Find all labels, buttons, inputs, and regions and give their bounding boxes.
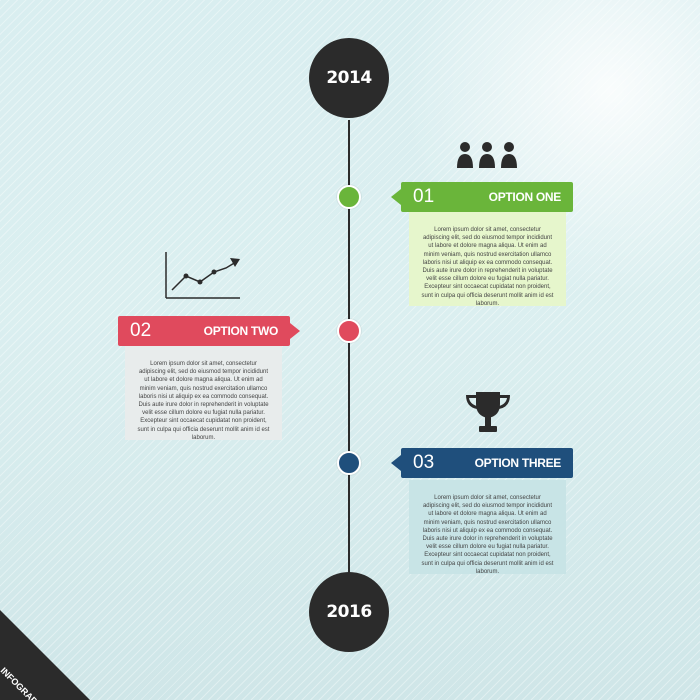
option-one-title: OPTION ONE bbox=[488, 190, 562, 204]
timeline-marker-three bbox=[337, 451, 361, 475]
option-three-number: 03 bbox=[413, 452, 435, 473]
option-two-header: 02 OPTION TWO bbox=[118, 316, 300, 346]
option-two-text-box: Lorem ipsum dolor sit amet, consectetur … bbox=[125, 346, 282, 441]
option-three-header: 03 OPTION THREE bbox=[391, 448, 573, 478]
option-two-text: Lorem ipsum dolor sit amet, consectetur … bbox=[137, 361, 270, 441]
year-end-label: 2016 bbox=[326, 602, 372, 622]
option-one-header: 01 OPTION ONE bbox=[391, 182, 573, 212]
people-icon bbox=[456, 140, 518, 177]
option-one-text-box: Lorem ipsum dolor sit amet, consectetur … bbox=[409, 212, 566, 307]
line-chart-icon bbox=[162, 250, 242, 307]
corner-badge: INFOGRAPHIC VECTOR bbox=[0, 570, 130, 700]
option-three-text-box: Lorem ipsum dolor sit amet, consectetur … bbox=[409, 480, 566, 575]
option-one-text: Lorem ipsum dolor sit amet, consectetur … bbox=[421, 227, 554, 307]
option-three-text: Lorem ipsum dolor sit amet, consectetur … bbox=[421, 495, 554, 575]
year-start-circle: 2014 bbox=[309, 38, 389, 118]
option-three-pointer bbox=[391, 455, 401, 471]
corner-triangle bbox=[0, 610, 90, 700]
option-one-pointer bbox=[391, 189, 401, 205]
option-two-number: 02 bbox=[130, 320, 152, 341]
option-three-title: OPTION THREE bbox=[474, 456, 562, 470]
timeline-axis bbox=[348, 120, 350, 590]
option-two-title: OPTION TWO bbox=[203, 324, 279, 338]
trophy-icon bbox=[462, 390, 514, 441]
timeline-marker-two bbox=[337, 319, 361, 343]
option-one-number: 01 bbox=[413, 186, 435, 207]
option-two-pointer bbox=[290, 323, 300, 339]
year-end-circle: 2016 bbox=[309, 572, 389, 652]
year-start-label: 2014 bbox=[326, 68, 372, 88]
timeline-marker-one bbox=[337, 185, 361, 209]
